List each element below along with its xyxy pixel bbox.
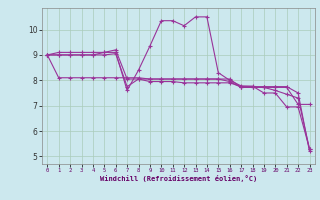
X-axis label: Windchill (Refroidissement éolien,°C): Windchill (Refroidissement éolien,°C): [100, 175, 257, 182]
